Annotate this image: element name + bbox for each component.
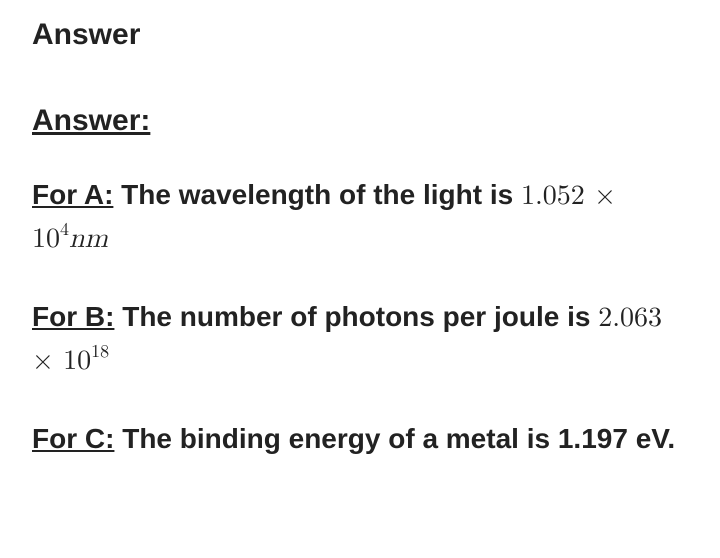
part-c-text-before: The binding energy of a metal is 1.197 e…	[114, 423, 675, 454]
part-c-label: For C:	[32, 423, 114, 454]
part-a-unit: nm	[69, 225, 108, 253]
part-b-text-before: The number of photons per joule is	[114, 301, 598, 332]
part-b-base: 2.063	[598, 304, 662, 332]
part-a-label: For A:	[32, 179, 113, 210]
part-a-base: 1.052	[521, 182, 585, 210]
part-b-times: × 10	[32, 347, 91, 375]
answer-label: Answer:	[32, 104, 688, 138]
answer-document: Answer Answer: For A: The wavelength of …	[0, 0, 720, 514]
part-a-exp: 4	[60, 221, 69, 239]
part-b-exp: 18	[91, 343, 109, 361]
part-c: For C: The binding energy of a metal is …	[32, 418, 688, 460]
part-b: For B: The number of photons per joule i…	[32, 296, 688, 382]
part-b-label: For B:	[32, 301, 114, 332]
part-a-text-before: The wavelength of the light is	[113, 179, 521, 210]
section-heading: Answer	[32, 18, 688, 52]
part-a: For A: The wavelength of the light is 1.…	[32, 174, 688, 260]
